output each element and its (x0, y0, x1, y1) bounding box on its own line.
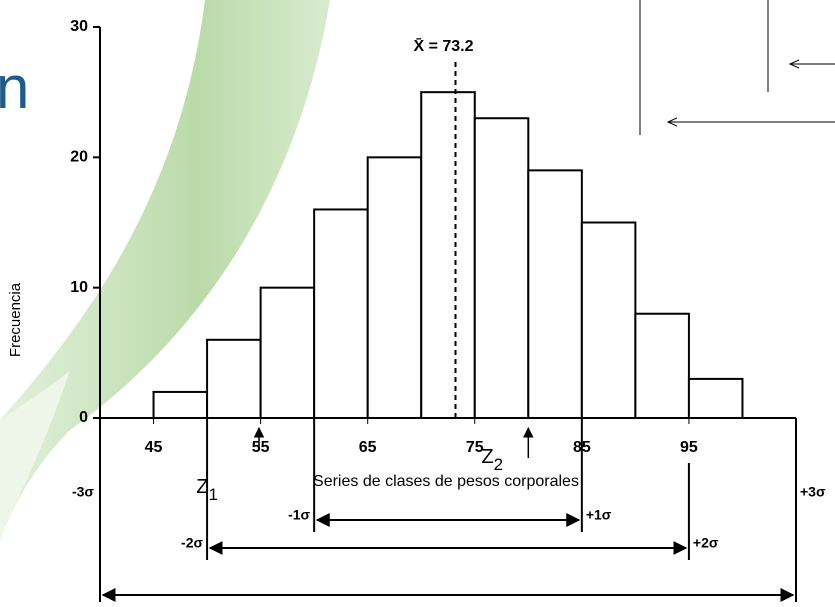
y-axis-label: Frecuencia (7, 282, 24, 357)
z-subscript: 2 (494, 455, 503, 474)
z-letter: Z (481, 446, 493, 468)
bar (314, 209, 368, 418)
slide: n Frecuencia Series de clases de pesos c… (0, 0, 835, 602)
sigma-label: +2σ (693, 535, 719, 551)
x-axis-label: Series de clases de pesos corporales (313, 473, 579, 490)
bar (207, 340, 261, 418)
mean-label: X̄ = 73.2 (413, 36, 473, 55)
x-tick-label: 65 (359, 439, 377, 456)
y-tick-label: 30 (70, 18, 88, 35)
bar (368, 157, 422, 418)
bar (635, 314, 689, 418)
decor-swoosh (0, 0, 330, 540)
bar (261, 288, 315, 418)
x-tick-label: 55 (252, 439, 270, 456)
x-tick-label: 45 (145, 439, 163, 456)
bar (475, 118, 529, 418)
bar (528, 170, 582, 418)
y-tick-label: 0 (79, 409, 88, 426)
slide-title: n (0, 54, 29, 121)
y-tick-label: 10 (70, 279, 88, 296)
bar (582, 223, 636, 419)
sigma-label: -3σ (72, 484, 94, 500)
sigma-label: +3σ (800, 484, 826, 500)
bar (421, 92, 475, 418)
bar (154, 392, 208, 418)
y-tick-label: 20 (70, 149, 88, 166)
bar (689, 379, 743, 418)
z-subscript: 1 (208, 485, 217, 504)
sigma-label: +1σ (586, 507, 612, 523)
sigma-label: -1σ (288, 507, 310, 523)
x-tick-label: 95 (680, 439, 698, 456)
sigma-label: -2σ (181, 535, 203, 551)
z-label: Z2 (481, 446, 503, 474)
